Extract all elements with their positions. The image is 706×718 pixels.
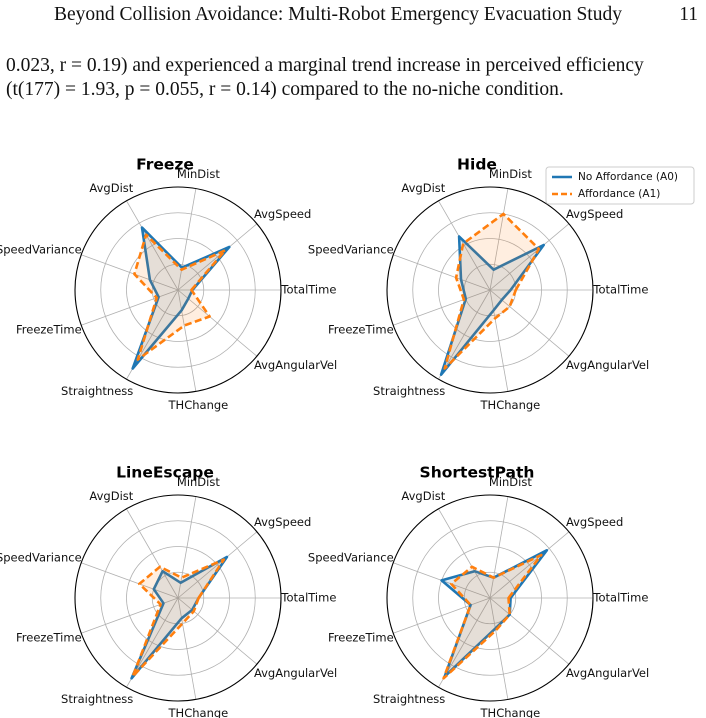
axis-label: Straightness [373, 692, 445, 706]
spoke [81, 289, 179, 326]
spoke [177, 289, 197, 392]
chart-title: LineEscape [116, 464, 214, 482]
series-area [443, 212, 541, 370]
axis-label: THChange [168, 398, 229, 412]
axis-label: THChange [480, 398, 541, 412]
spoke [393, 597, 491, 634]
axis-label: AvgDist [401, 181, 445, 195]
axis-label: MinDist [489, 475, 532, 489]
axis-label: AvgAngularVel [566, 666, 649, 680]
axis-label: THChange [168, 706, 229, 718]
axis-label: AvgSpeed [566, 515, 623, 529]
axis-label: AvgDist [401, 489, 445, 503]
series-area [131, 226, 231, 370]
axis-label: AvgAngularVel [254, 358, 337, 372]
axis-label: TotalTime [592, 283, 648, 297]
axis-label: AvgDist [89, 489, 133, 503]
axis-label: AvgSpeed [566, 207, 623, 221]
spoke [438, 508, 491, 599]
chart-title: Freeze [136, 156, 194, 174]
paragraph-line: (t(177) = 1.93, p = 0.055, r = 0.14) com… [6, 79, 564, 100]
series-area [130, 555, 229, 680]
running-title: Beyond Collision Avoidance: Multi-Robot … [54, 4, 622, 25]
legend-box [545, 166, 695, 205]
axis-label: AvgAngularVel [254, 666, 337, 680]
spoke [489, 223, 570, 291]
series-area [442, 553, 543, 680]
spoke [489, 597, 509, 700]
spoke [177, 597, 258, 665]
spoke [438, 200, 491, 291]
spoke [177, 188, 197, 291]
axis-label: FreezeTime [16, 323, 82, 337]
axis-label: SpeedVariance [308, 242, 394, 256]
spoke [126, 200, 179, 291]
axis-label: Straightness [61, 384, 133, 398]
spoke [177, 597, 197, 700]
spoke [393, 289, 491, 326]
spoke [177, 289, 258, 357]
axis-label: MinDist [489, 167, 532, 181]
series-area [131, 558, 226, 678]
series-area [133, 233, 227, 361]
axis-label: AvgSpeed [254, 207, 311, 221]
spoke [393, 254, 491, 291]
spoke [489, 289, 509, 392]
frame [386, 186, 594, 394]
chart-title: ShortestPath [420, 464, 535, 482]
paragraph-line: 0.023, r = 0.19) and experienced a margi… [6, 55, 644, 76]
axis-label: TotalTime [592, 591, 648, 605]
axis-label: SpeedVariance [308, 550, 394, 564]
spoke [489, 188, 509, 291]
axis-label: SpeedVariance [0, 242, 82, 256]
page-number: 11 [679, 4, 698, 25]
axis-label: THChange [480, 706, 541, 718]
axis-label: AvgAngularVel [566, 358, 649, 372]
spoke [81, 254, 179, 291]
axis-label: TotalTime [280, 283, 336, 297]
spoke [177, 496, 197, 599]
frame [386, 494, 594, 702]
axis-label: Straightness [373, 384, 445, 398]
axis-label: SpeedVariance [0, 550, 82, 564]
spoke [177, 531, 258, 599]
axis-label: MinDist [177, 475, 220, 489]
axis-label: AvgDist [89, 181, 133, 195]
spoke [177, 223, 258, 291]
spoke [489, 597, 570, 665]
axis-label: FreezeTime [16, 631, 82, 645]
axis-label: Straightness [61, 692, 133, 706]
spoke [489, 496, 509, 599]
frame [74, 186, 282, 394]
axis-label: FreezeTime [328, 323, 394, 337]
series-area [439, 235, 545, 376]
axis-label: MinDist [177, 167, 220, 181]
spoke [438, 289, 491, 380]
axis-label: FreezeTime [328, 631, 394, 645]
legend-label: No Affordance (A0) [578, 171, 678, 183]
spoke [489, 289, 570, 357]
spoke [81, 562, 179, 599]
frame [74, 494, 282, 702]
axis-label: TotalTime [280, 591, 336, 605]
spoke [489, 531, 570, 599]
legend-label: Affordance (A1) [578, 188, 660, 200]
spoke [126, 508, 179, 599]
chart-title: Hide [457, 156, 497, 174]
axis-label: AvgSpeed [254, 515, 311, 529]
